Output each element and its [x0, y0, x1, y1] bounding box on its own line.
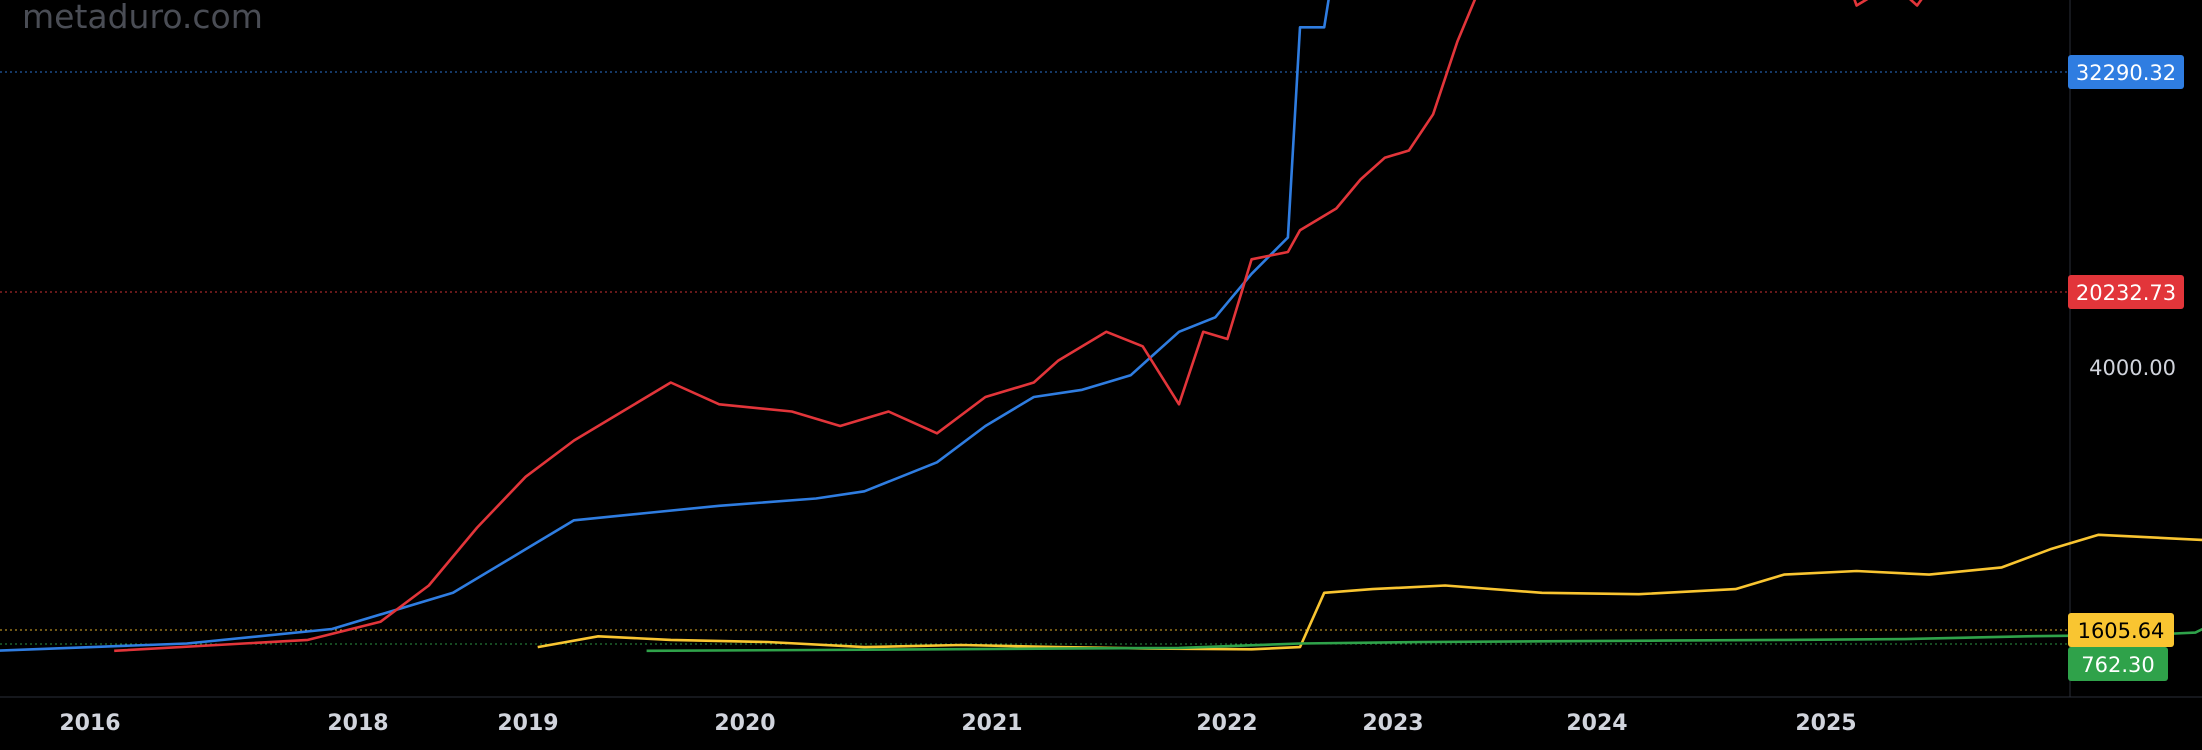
series-yellow-line	[537, 533, 2202, 651]
last-value-badge	[2068, 275, 2184, 309]
x-tick-label: 2023	[1362, 711, 1423, 736]
series-red-line	[114, 0, 1923, 653]
last-value-label: 20232.73	[2076, 281, 2176, 305]
x-tick-label: 2025	[1795, 711, 1856, 736]
series-blue-line	[0, 0, 1330, 652]
watermark-text: metaduro.com	[22, 0, 263, 36]
last-value-badge	[2068, 647, 2168, 681]
last-value-label: 762.30	[2081, 653, 2154, 677]
last-value-label: 1605.64	[2078, 619, 2165, 643]
y-tick-label: 4000.00	[2089, 356, 2176, 380]
last-value-badges: 32290.32 20232.73 1605.64 762.30	[2068, 55, 2184, 681]
x-tick-label: 2022	[1196, 711, 1257, 736]
time-scale[interactable]: 2016 2018 2019 2020 2021 2022 2023 2024 2025	[59, 711, 1856, 736]
last-value-badge	[2068, 613, 2174, 647]
series-layer	[0, 0, 2202, 653]
x-tick-label: 2019	[497, 711, 558, 736]
series-green-line	[646, 627, 2202, 653]
last-value-label: 32290.32	[2076, 61, 2176, 85]
x-tick-label: 2016	[59, 711, 120, 736]
x-tick-label: 2018	[327, 711, 388, 736]
x-tick-label: 2024	[1566, 711, 1627, 736]
last-value-badge	[2068, 55, 2184, 89]
x-tick-label: 2021	[961, 711, 1022, 736]
x-tick-label: 2020	[714, 711, 775, 736]
